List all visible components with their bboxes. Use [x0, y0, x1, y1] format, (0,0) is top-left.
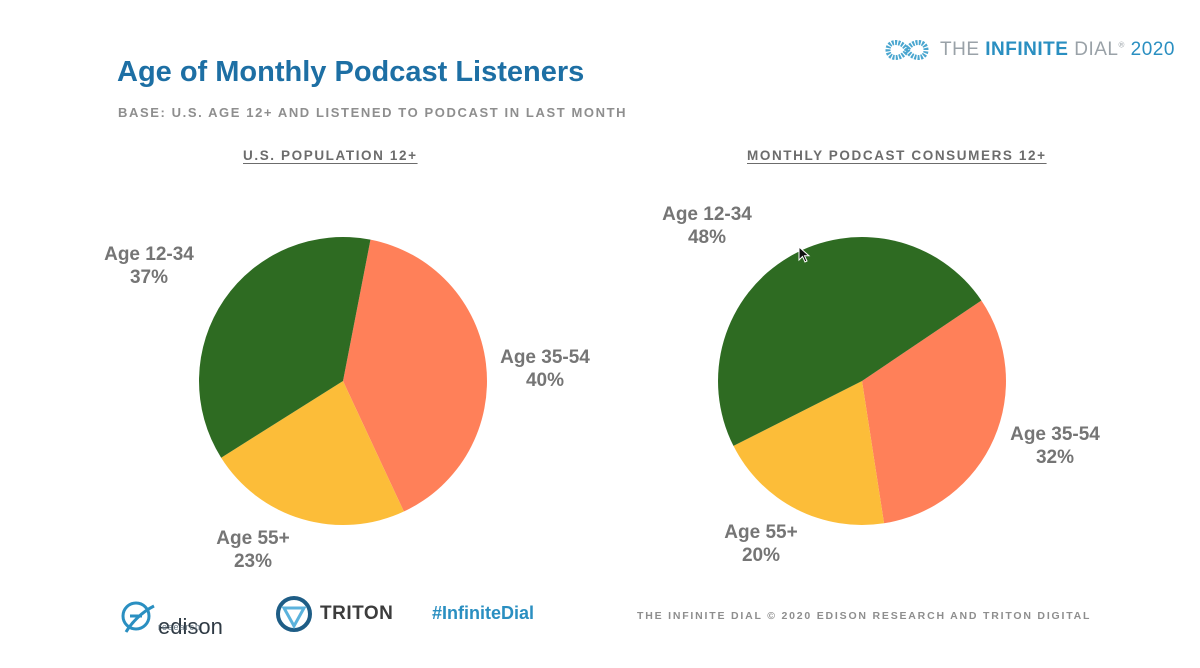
right-label-12-34-category: Age 12-34 [662, 204, 752, 225]
copyright: THE INFINITE DIAL © 2020 EDISON RESEARCH… [637, 610, 1092, 622]
right-slice-12-34 [718, 237, 982, 446]
left-label-55-plus-value: 23% [233, 551, 273, 572]
brand-part-2: INFINITE [985, 39, 1069, 60]
right-label-12-34-value: 48% [687, 227, 727, 248]
right-label-55-plus-value: 20% [741, 545, 781, 566]
edison-research-logo: edison research [118, 598, 223, 638]
hashtag: #InfiniteDial [432, 603, 535, 623]
brand-part-3: DIAL [1068, 39, 1119, 60]
edison-subtext: research [158, 622, 202, 632]
left-label-55-plus: Age 55+ 23% [208, 527, 298, 573]
brand-part-1: THE [940, 39, 986, 60]
right-label-12-34: Age 12-34 48% [655, 203, 759, 249]
triton-mark-icon [276, 596, 312, 632]
left-slice-55-plus [221, 381, 404, 526]
left-slice-12-34 [199, 237, 371, 458]
infinity-icon [885, 40, 929, 60]
left-label-35-54: Age 35-54 40% [490, 346, 600, 392]
left-label-12-34: Age 12-34 37% [97, 243, 201, 289]
right-slice-55-plus [733, 381, 885, 525]
right-chart-title: MONTHLY PODCAST CONSUMERS 12+ [747, 148, 1047, 163]
left-label-35-54-category: Age 35-54 [500, 347, 590, 368]
right-label-35-54-value: 32% [1035, 447, 1075, 468]
right-label-35-54: Age 35-54 32% [1000, 423, 1110, 469]
right-label-55-plus-category: Age 55+ [724, 522, 798, 543]
triton-logo: TRITON [274, 594, 393, 634]
right-slice-35-54 [862, 300, 1006, 524]
page-title: Age of Monthly Podcast Listeners [117, 56, 585, 88]
mouse-cursor-icon [798, 246, 811, 263]
pie-right [718, 237, 1006, 525]
infinite-dial-logo: THE INFINITE DIAL® 2020 [882, 36, 1175, 64]
left-label-55-plus-category: Age 55+ [216, 528, 290, 549]
right-label-55-plus: Age 55+ 20% [716, 521, 806, 567]
left-slice-35-54 [343, 239, 487, 512]
left-chart-title: U.S. POPULATION 12+ [243, 148, 418, 163]
edison-mark-icon [121, 601, 155, 633]
brand-name: THE INFINITE DIAL® 2020 [940, 39, 1175, 61]
left-label-12-34-value: 37% [129, 267, 169, 288]
base-note: BASE: U.S. AGE 12+ AND LISTENED TO PODCA… [118, 105, 628, 120]
pie-left [199, 237, 487, 526]
edison-wordmark: edison [158, 614, 223, 639]
left-label-35-54-value: 40% [525, 370, 565, 391]
right-label-35-54-category: Age 35-54 [1010, 424, 1100, 445]
left-label-12-34-category: Age 12-34 [104, 244, 194, 265]
triton-wordmark: TRITON [320, 603, 394, 624]
brand-year: 2020 [1130, 39, 1175, 60]
brand-mark: ® [1118, 40, 1125, 50]
